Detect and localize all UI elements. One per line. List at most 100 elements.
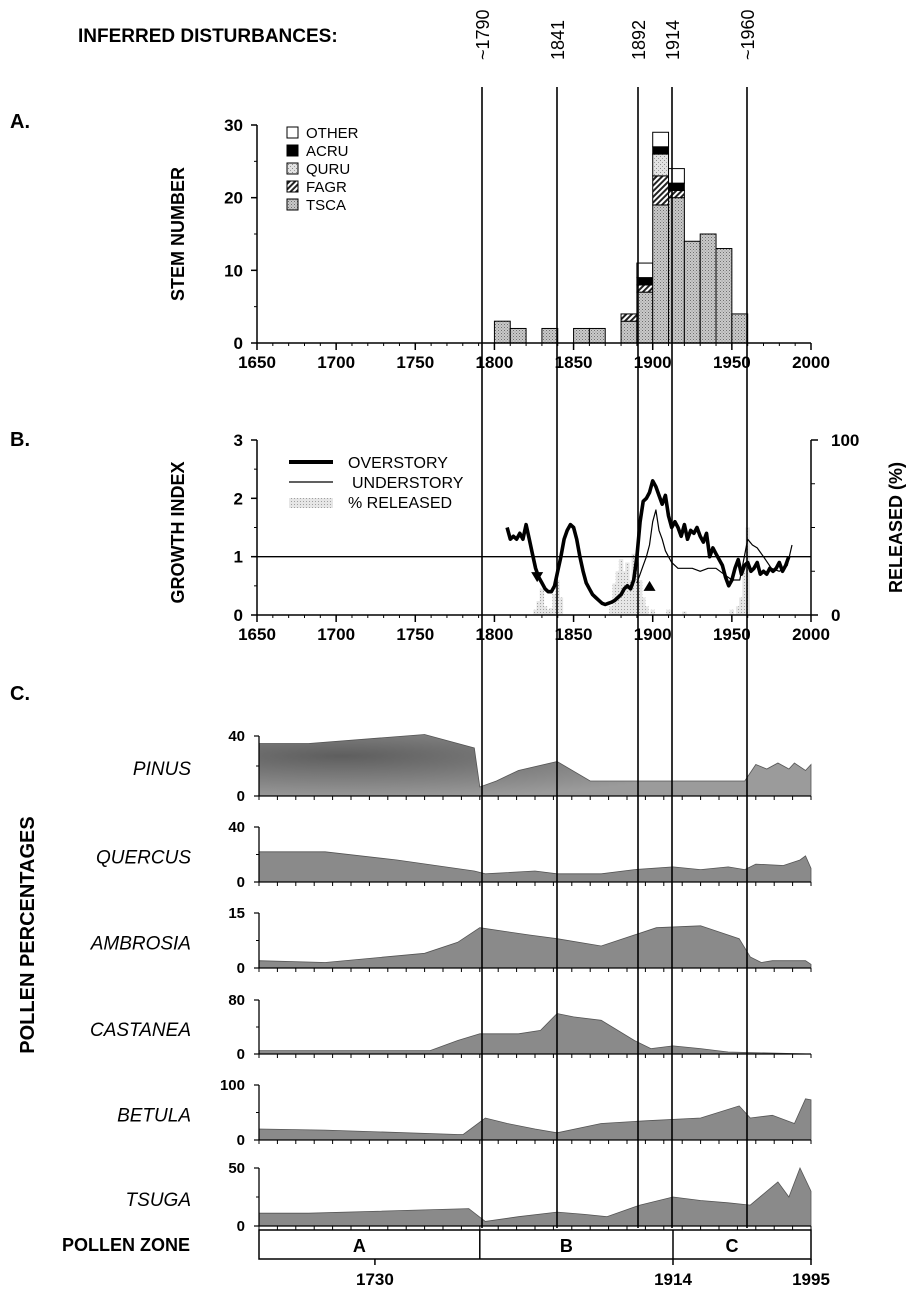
pollen-area-betula bbox=[258, 1098, 812, 1141]
pollen-y-tick-label: 80 bbox=[228, 992, 245, 1009]
released-bar bbox=[546, 609, 551, 615]
stem-number-x-tick-label: 1950 bbox=[713, 353, 751, 372]
bar-other-1910 bbox=[668, 168, 685, 184]
released-bar bbox=[625, 562, 630, 615]
stem-number-x-tick-label: 1850 bbox=[555, 353, 593, 372]
bar-tsca-1930 bbox=[699, 233, 717, 344]
stem-number-y-tick-label: 30 bbox=[224, 116, 243, 135]
pollen-taxon-tsuga: TSUGA bbox=[126, 1190, 191, 1211]
pollen-zone-a: A bbox=[353, 1236, 366, 1256]
released-bar bbox=[618, 559, 624, 615]
released-bar bbox=[641, 597, 646, 615]
bar-other-1890 bbox=[636, 262, 654, 279]
released-bar bbox=[742, 571, 747, 615]
growth-index-x-tick-label: 1800 bbox=[476, 625, 514, 644]
legend-swatch-quru bbox=[286, 162, 299, 175]
pollen-taxon-quercus: QUERCUS bbox=[96, 848, 191, 869]
disturbance-label-1790: ~1790 bbox=[473, 9, 493, 60]
legend-label-acru: ACRU bbox=[306, 143, 349, 160]
legend-label-overstory: OVERSTORY bbox=[348, 455, 448, 472]
pollen-panel-tsuga: 0 50 TSUGA bbox=[126, 1160, 812, 1235]
bar-quru-1900 bbox=[652, 153, 670, 177]
growth-index-x-tick-label: 1650 bbox=[238, 625, 276, 644]
panel-b-letter: B. bbox=[10, 429, 30, 451]
pollen-panel-pinus: 0 40 PINUS bbox=[133, 728, 812, 805]
stem-number-y-tick-label: 0 bbox=[234, 334, 243, 353]
pollen-taxon-betula: BETULA bbox=[117, 1106, 191, 1127]
legend-swatch-tsca bbox=[286, 198, 299, 211]
disturbance-label-1914: 1914 bbox=[663, 20, 683, 60]
pollen-zone-b: B bbox=[560, 1236, 573, 1256]
panel-c-letter: C. bbox=[10, 683, 30, 705]
pollen-y-tick-label: 15 bbox=[228, 905, 245, 922]
pollen-area-ambrosia bbox=[258, 925, 812, 969]
stem-number-x-tick-label: 1750 bbox=[396, 353, 434, 372]
legend-label-tsca: TSCA bbox=[306, 197, 346, 214]
growth-index-x-tick-label: 1700 bbox=[317, 625, 355, 644]
pollen-y-tick-label: 0 bbox=[237, 788, 245, 805]
growth-index-y-tick-label: 2 bbox=[234, 489, 243, 508]
legend-swatch-other bbox=[286, 126, 299, 139]
legend-label-released: % RELEASED bbox=[348, 495, 452, 512]
pollen-taxon-castanea: CASTANEA bbox=[90, 1020, 191, 1041]
pollen-bottom-tick-label-1995: 1995 bbox=[792, 1270, 830, 1289]
released-bar bbox=[628, 580, 633, 615]
stem-number-y-label: STEM NUMBER bbox=[168, 167, 188, 301]
overstory-line bbox=[505, 478, 791, 607]
panel-a-letter: A. bbox=[10, 111, 30, 133]
inferred-disturbances-label: INFERRED DISTURBANCES: bbox=[78, 26, 338, 47]
growth-index-x-tick-label: 1950 bbox=[713, 625, 751, 644]
pollen-y-tick-label: 0 bbox=[237, 874, 245, 891]
bar-fagr-1910 bbox=[668, 189, 685, 199]
growth-index-x-tick-label: 1900 bbox=[634, 625, 672, 644]
released-bar bbox=[549, 608, 554, 615]
growth-index-y-tick-label: 1 bbox=[234, 548, 243, 567]
legend-label-other: OTHER bbox=[306, 125, 359, 142]
up-triangle-marker bbox=[643, 580, 656, 591]
bar-tsca-1940 bbox=[715, 248, 733, 344]
pollen-area-castanea bbox=[258, 1013, 812, 1055]
stem-number-y-tick-label: 10 bbox=[224, 261, 243, 280]
released-bar bbox=[622, 571, 627, 615]
released-bar bbox=[536, 601, 541, 615]
pollen-area-pinus bbox=[258, 734, 812, 797]
stem-number-x-tick-label: 1900 bbox=[634, 353, 672, 372]
bar-tsca-1830 bbox=[541, 327, 559, 344]
legend-label-quru: QURU bbox=[306, 161, 350, 178]
pollen-chart: POLLEN PERCENTAGES 0 40 PINUS 0 40 QUERCUS 0 15 A… bbox=[17, 728, 830, 1289]
bar-fagr-1880 bbox=[620, 313, 638, 322]
released-y-tick-label: 100 bbox=[831, 431, 859, 450]
pollen-bottom-tick-label-1914: 1914 bbox=[654, 1270, 692, 1289]
released-bar bbox=[644, 606, 649, 615]
pollen-y-tick-label: 0 bbox=[237, 1218, 245, 1235]
released-bar bbox=[666, 609, 671, 615]
growth-index-x-tick-label: 2000 bbox=[792, 625, 830, 644]
bar-tsca-1800 bbox=[493, 320, 511, 344]
released-bar bbox=[542, 606, 548, 615]
pollen-taxon-pinus: PINUS bbox=[133, 759, 191, 780]
bar-tsca-1900 bbox=[652, 204, 670, 344]
released-y-label: RELEASED (%) bbox=[886, 462, 906, 593]
growth-index-x-tick-label: 1750 bbox=[396, 625, 434, 644]
pollen-area-quercus bbox=[258, 851, 812, 883]
pollen-panel-quercus: 0 40 QUERCUS bbox=[96, 819, 812, 891]
growth-index-legend: OVERSTORY UNDERSTORY % RELEASED bbox=[289, 455, 464, 512]
growth-index-y-tick-label: 3 bbox=[234, 431, 243, 450]
pollen-zone-bar: POLLEN ZONE A B C 1730 1914 1995 bbox=[62, 1229, 830, 1289]
pollen-area-tsuga bbox=[258, 1166, 812, 1227]
pollen-y-tick-label: 0 bbox=[237, 1046, 245, 1063]
growth-index-y-tick-label: 0 bbox=[234, 606, 243, 625]
bar-fagr-1890 bbox=[636, 284, 654, 293]
pollen-taxon-ambrosia: AMBROSIA bbox=[90, 934, 191, 955]
released-bar bbox=[539, 588, 545, 615]
pollen-bottom-tick-label-1730: 1730 bbox=[356, 1270, 394, 1289]
disturbance-label-1841: 1841 bbox=[548, 20, 568, 60]
bar-tsca-1920 bbox=[683, 240, 701, 344]
bar-acru-1900 bbox=[652, 146, 670, 155]
disturbance-label-1960: ~1960 bbox=[738, 9, 758, 60]
stem-number-x-tick-label: 1650 bbox=[238, 353, 276, 372]
released-bar bbox=[735, 606, 741, 615]
legend-swatch-fagr bbox=[286, 180, 299, 193]
